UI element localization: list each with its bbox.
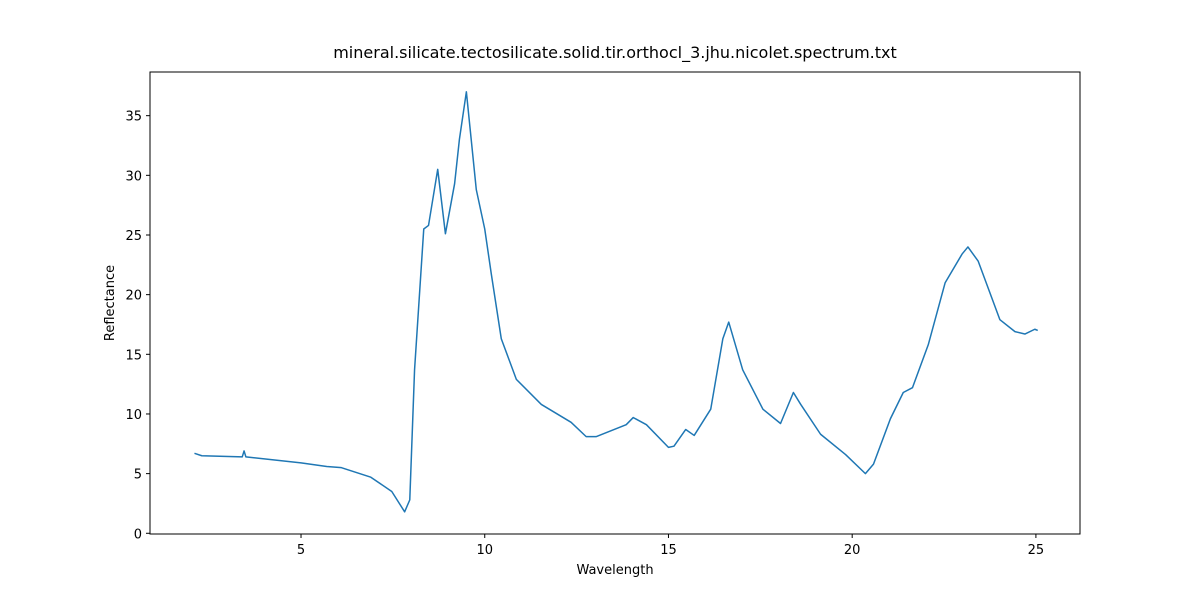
y-axis-label: Reflectance [103, 265, 118, 341]
x-tick-label: 10 [476, 543, 493, 558]
x-axis-label: Wavelength [576, 563, 653, 578]
data-line [194, 91, 1039, 513]
y-tick-label: 15 [125, 348, 142, 363]
y-tick-label: 30 [125, 169, 142, 184]
x-tick-label: 20 [844, 543, 861, 558]
y-tick-label: 35 [125, 110, 142, 125]
x-tick-label: 25 [1028, 543, 1045, 558]
chart-title: mineral.silicate.tectosilicate.solid.tir… [333, 43, 897, 63]
x-tick-label: 15 [660, 543, 677, 558]
y-tick-label: 25 [125, 229, 142, 244]
x-tick-label: 5 [297, 543, 305, 558]
y-tick-label: 0 [134, 527, 142, 542]
y-tick-label: 20 [125, 289, 142, 304]
y-tick-label: 10 [125, 408, 142, 423]
y-tick-label: 5 [134, 468, 142, 483]
plot-frame [149, 71, 1081, 535]
